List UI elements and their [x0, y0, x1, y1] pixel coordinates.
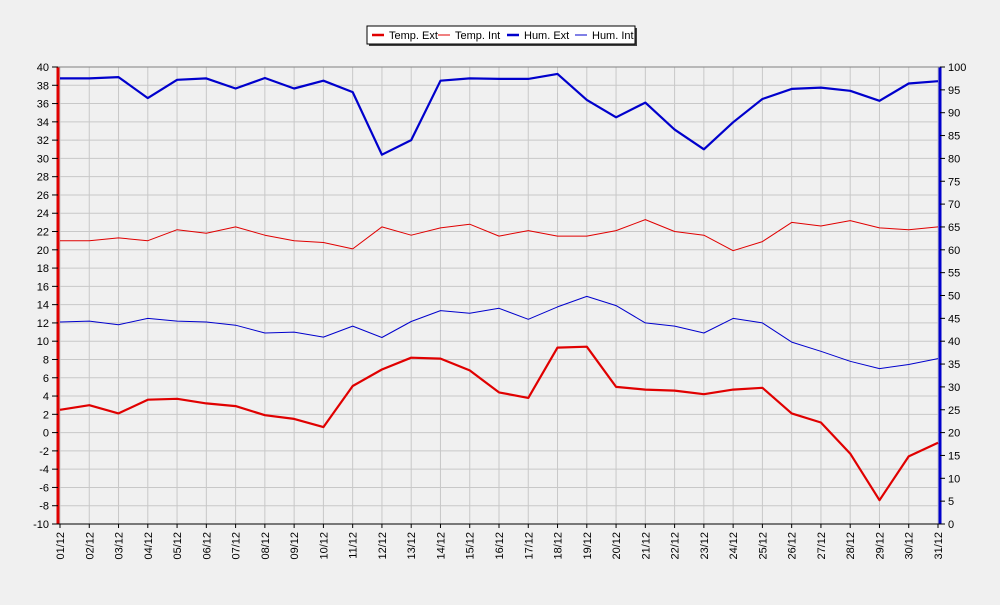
x-tick-label: 18/12	[553, 532, 565, 560]
x-tick-label: 08/12	[260, 532, 272, 560]
x-tick-label: 01/12	[55, 532, 67, 560]
left-tick-label: 16	[37, 281, 49, 293]
left-tick-label: 4	[43, 391, 49, 403]
legend-label: Hum. Int	[592, 30, 634, 42]
legend-label: Hum. Ext	[524, 30, 569, 42]
right-tick-label: 85	[948, 131, 960, 143]
legend-label: Temp. Int	[455, 30, 500, 42]
left-tick-label: -2	[39, 446, 49, 458]
right-tick-label: 5	[948, 496, 954, 508]
x-tick-label: 17/12	[523, 532, 535, 560]
x-tick-label: 23/12	[699, 532, 711, 560]
left-tick-label: 34	[37, 117, 49, 129]
left-tick-label: 26	[37, 190, 49, 202]
right-tick-label: 80	[948, 153, 960, 165]
left-tick-label: 24	[37, 208, 49, 220]
right-tick-label: 20	[948, 428, 960, 440]
x-tick-label: 02/12	[84, 532, 96, 560]
x-tick-label: 24/12	[728, 532, 740, 560]
right-tick-label: 95	[948, 85, 960, 97]
right-tick-label: 0	[948, 519, 954, 531]
right-tick-label: 25	[948, 405, 960, 417]
left-tick-label: -6	[39, 482, 49, 494]
left-tick-label: 30	[37, 153, 49, 165]
x-tick-label: 13/12	[406, 532, 418, 560]
x-tick-label: 05/12	[172, 532, 184, 560]
x-tick-label: 21/12	[640, 532, 652, 560]
left-tick-label: 12	[37, 318, 49, 330]
x-tick-label: 31/12	[933, 532, 945, 560]
legend-box	[366, 25, 636, 45]
x-tick-label: 29/12	[874, 532, 886, 560]
grid	[58, 66, 940, 525]
left-tick-label: 6	[43, 373, 49, 385]
left-tick-label: 40	[37, 62, 49, 74]
x-tick-label: 12/12	[377, 532, 389, 560]
left-tick-label: -8	[39, 501, 49, 513]
right-tick-label: 90	[948, 108, 960, 120]
right-tick-label: 35	[948, 359, 960, 371]
left-tick-label: 8	[43, 354, 49, 366]
left-tick-label: 22	[37, 227, 49, 239]
left-tick-label: -10	[33, 519, 49, 531]
axes: -10-8-6-4-202468101214161820222426283032…	[33, 62, 966, 560]
left-tick-label: 32	[37, 135, 49, 147]
right-tick-label: 70	[948, 199, 960, 211]
x-tick-label: 11/12	[348, 532, 360, 559]
right-tick-label: 55	[948, 268, 960, 280]
x-tick-label: 16/12	[494, 532, 506, 560]
x-tick-label: 20/12	[611, 532, 623, 560]
x-tick-label: 03/12	[114, 532, 126, 560]
x-tick-label: 06/12	[201, 532, 213, 560]
series-line-temp-int	[60, 219, 939, 252]
series-line-hum-int	[59, 295, 939, 370]
right-tick-label: 30	[948, 382, 960, 394]
x-tick-label: 19/12	[582, 532, 594, 560]
left-tick-label: 0	[43, 428, 49, 440]
left-tick-label: 18	[37, 263, 49, 275]
series-layer	[59, 72, 939, 502]
right-tick-label: 100	[948, 62, 966, 74]
legend: Temp. Ext Temp. Int Hum. Ext Hum. Int	[366, 25, 637, 46]
left-tick-label: 38	[37, 80, 49, 92]
right-tick-label: 10	[948, 473, 960, 485]
right-tick-label: 75	[948, 176, 960, 188]
left-tick-label: -4	[39, 464, 49, 476]
x-tick-label: 04/12	[143, 532, 155, 560]
left-tick-label: 10	[37, 336, 49, 348]
left-tick-label: 36	[37, 99, 49, 111]
x-tick-label: 26/12	[787, 532, 799, 560]
right-tick-label: 40	[948, 336, 960, 348]
series-line-temp-ext	[59, 345, 939, 502]
right-tick-label: 65	[948, 222, 960, 234]
series-line-hum-ext	[60, 72, 939, 156]
x-tick-label: 22/12	[670, 532, 682, 560]
left-tick-label: 20	[37, 245, 49, 257]
left-tick-label: 2	[43, 409, 49, 421]
x-tick-label: 25/12	[757, 532, 769, 560]
x-tick-label: 09/12	[289, 532, 301, 560]
x-tick-label: 27/12	[816, 532, 828, 560]
right-tick-label: 50	[948, 291, 960, 303]
right-tick-label: 45	[948, 313, 960, 325]
x-tick-label: 30/12	[904, 532, 916, 560]
x-tick-label: 15/12	[465, 532, 477, 560]
left-tick-label: 14	[37, 300, 49, 312]
right-tick-label: 60	[948, 245, 960, 257]
x-tick-label: 10/12	[318, 532, 330, 560]
x-tick-label: 28/12	[845, 532, 857, 560]
right-tick-label: 15	[948, 450, 960, 462]
left-tick-label: 28	[37, 172, 49, 184]
x-tick-label: 14/12	[435, 532, 447, 560]
x-tick-label: 07/12	[231, 532, 243, 560]
legend-label: Temp. Ext	[389, 30, 438, 42]
